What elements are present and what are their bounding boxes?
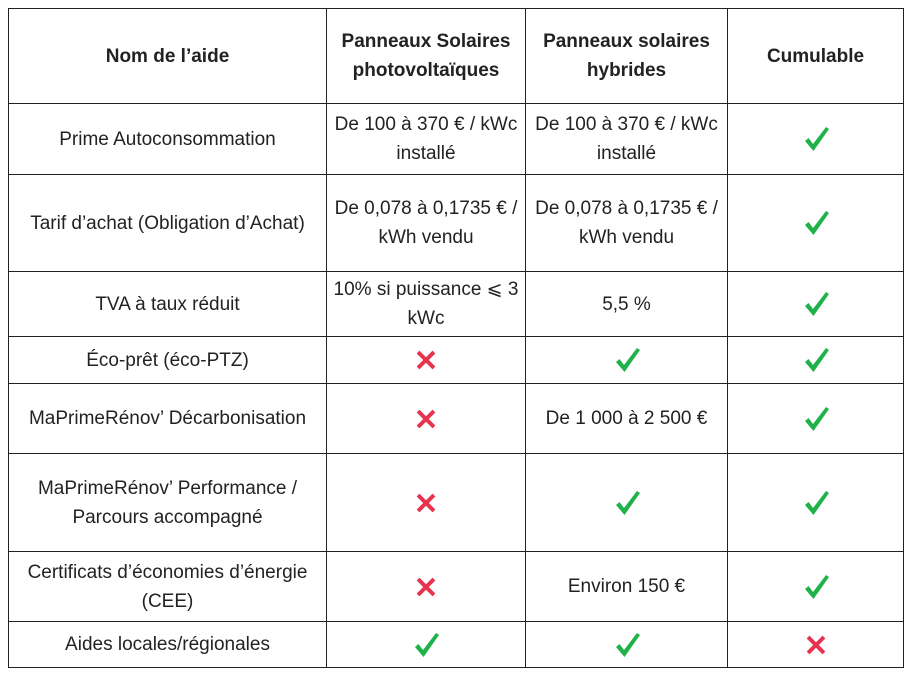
check-icon	[612, 488, 642, 518]
row: MaPrimeRénov’ Performance / Parcours acc…	[8, 453, 904, 552]
check-icon	[801, 488, 831, 518]
cell	[727, 453, 904, 552]
header-cell: Nom de l’aide	[8, 8, 327, 104]
check-icon	[801, 124, 831, 154]
header-cell: Panneaux solaires hybrides	[525, 8, 728, 104]
row: Prime Autoconsommation De 100 à 370 € / …	[8, 103, 904, 175]
cell	[727, 174, 904, 272]
cell	[326, 621, 526, 668]
cell: MaPrimeRénov’ Performance / Parcours acc…	[8, 453, 327, 552]
check-icon	[801, 345, 831, 375]
cell	[326, 383, 526, 454]
cell	[727, 271, 904, 337]
cross-icon	[412, 489, 440, 517]
row: TVA à taux réduit 10% si puissance ⩽ 3 k…	[8, 271, 904, 337]
cell	[326, 453, 526, 552]
check-icon	[801, 208, 831, 238]
cross-icon	[802, 631, 830, 659]
cell: Prime Autoconsommation	[8, 103, 327, 175]
cell: De 0,078 à 0,1735 € / kWh vendu	[326, 174, 526, 272]
cell: 10% si puissance ⩽ 3 kWc	[326, 271, 526, 337]
header-cell: Panneaux Solaires photovoltaïques	[326, 8, 526, 104]
cell: Environ 150 €	[525, 551, 728, 622]
check-icon	[801, 572, 831, 602]
check-icon	[801, 404, 831, 434]
cell	[326, 336, 526, 384]
aid-table: Nom de l’aide Panneaux Solaires photovol…	[8, 8, 904, 668]
check-icon	[411, 630, 441, 660]
cell: Certificats d’économies d’énergie (CEE)	[8, 551, 327, 622]
cell	[727, 103, 904, 175]
header-cell: Cumulable	[727, 8, 904, 104]
cell: Tarif d’achat (Obligation d’Achat)	[8, 174, 327, 272]
cell: 5,5 %	[525, 271, 728, 337]
cross-icon	[412, 346, 440, 374]
cell: De 0,078 à 0,1735 € / kWh vendu	[525, 174, 728, 272]
row: MaPrimeRénov’ Décarbonisation De 1 000 à…	[8, 383, 904, 454]
cell	[525, 336, 728, 384]
cell: Éco-prêt (éco-PTZ)	[8, 336, 327, 384]
cell: De 100 à 370 € / kWc installé	[326, 103, 526, 175]
check-icon	[801, 289, 831, 319]
cell: MaPrimeRénov’ Décarbonisation	[8, 383, 327, 454]
cell	[727, 336, 904, 384]
row: Certificats d’économies d’énergie (CEE) …	[8, 551, 904, 622]
check-icon	[612, 630, 642, 660]
cell	[727, 621, 904, 668]
cell	[525, 453, 728, 552]
cell	[727, 551, 904, 622]
row: Aides locales/régionales	[8, 621, 904, 668]
cell: Aides locales/régionales	[8, 621, 327, 668]
cell: De 100 à 370 € / kWc installé	[525, 103, 728, 175]
check-icon	[612, 345, 642, 375]
cross-icon	[412, 405, 440, 433]
cell	[727, 383, 904, 454]
cell	[525, 621, 728, 668]
cell	[326, 551, 526, 622]
header-row: Nom de l’aide Panneaux Solaires photovol…	[8, 8, 904, 104]
cross-icon	[412, 573, 440, 601]
row: Tarif d’achat (Obligation d’Achat) De 0,…	[8, 174, 904, 272]
row: Éco-prêt (éco-PTZ)	[8, 336, 904, 384]
cell: TVA à taux réduit	[8, 271, 327, 337]
cell: De 1 000 à 2 500 €	[525, 383, 728, 454]
